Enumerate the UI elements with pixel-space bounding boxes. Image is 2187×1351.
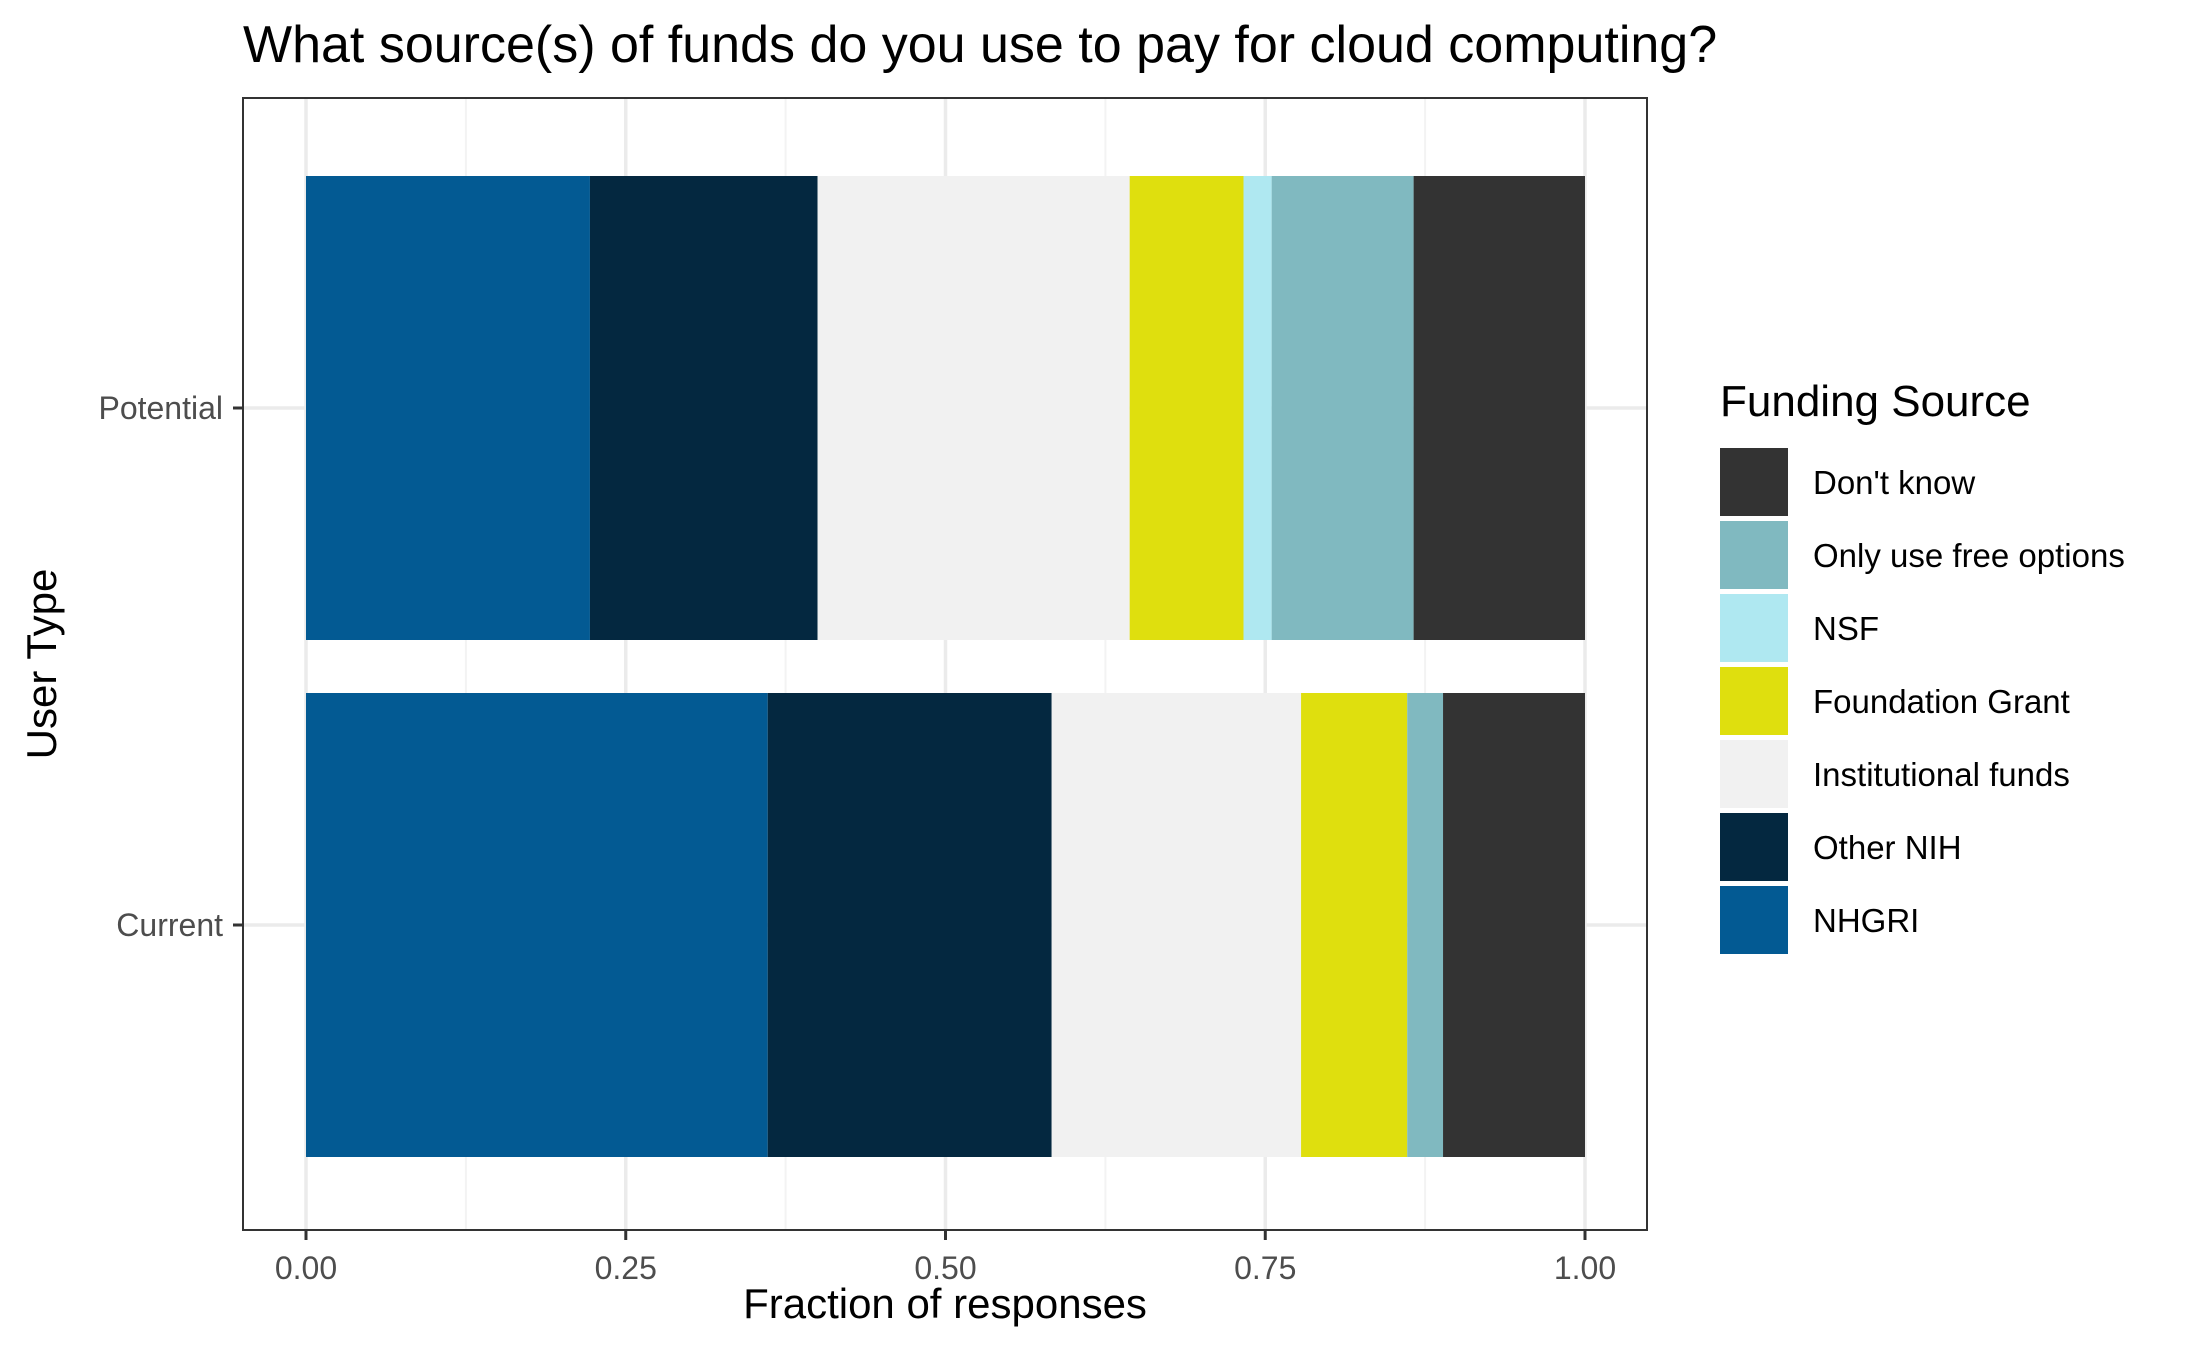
legend-label: Foundation Grant [1813, 683, 2070, 720]
bars-layer [306, 176, 1585, 1157]
legend-key-nsf [1720, 594, 1788, 662]
legend-key-nhgri [1720, 886, 1788, 954]
legend-label: Don't know [1813, 464, 1975, 501]
legend-key-other-nih [1720, 813, 1788, 881]
bar-segment-current-don-t-know [1443, 693, 1585, 1157]
y-tick-label: Potential [98, 390, 223, 426]
x-tick-label: 0.25 [595, 1250, 657, 1286]
bar-segment-current-nhgri [306, 693, 768, 1157]
legend-label: Only use free options [1813, 537, 2125, 574]
bar-segment-current-institutional-funds [1051, 693, 1302, 1157]
bar-segment-potential-nsf [1243, 176, 1272, 640]
bar-segment-potential-foundation-grant [1129, 176, 1244, 640]
legend-title: Funding Source [1720, 377, 2031, 426]
legend-key-only-use-free-options [1720, 521, 1788, 589]
bar-segment-current-other-nih [767, 693, 1052, 1157]
bar-segment-potential-only-use-free-options [1271, 176, 1414, 640]
x-axis-title: Fraction of responses [743, 1280, 1147, 1327]
y-axis-title: User Type [18, 569, 65, 760]
bar-segment-potential-institutional-funds [817, 176, 1130, 640]
legend-key-don-t-know [1720, 448, 1788, 516]
legend: Funding Source Don't know Only use free o… [1720, 377, 2125, 954]
legend-label: Institutional funds [1813, 756, 2070, 793]
x-tick-label: 1.00 [1554, 1250, 1616, 1286]
bar-segment-potential-don-t-know [1413, 176, 1585, 640]
legend-label: Other NIH [1813, 829, 1962, 866]
x-tick-label: 0.50 [914, 1250, 976, 1286]
bar-segment-potential-nhgri [306, 176, 590, 640]
legend-key-foundation-grant [1720, 667, 1788, 735]
legend-label: NHGRI [1813, 902, 1919, 939]
bar-segment-potential-other-nih [589, 176, 818, 640]
bar-segment-current-foundation-grant [1301, 693, 1408, 1157]
x-tick-label: 0.75 [1234, 1250, 1296, 1286]
y-tick-label: Current [116, 907, 223, 943]
x-tick-label: 0.00 [275, 1250, 337, 1286]
axes-layer: 0.00 0.25 0.50 0.75 1.00 Current Potential [98, 390, 1616, 1286]
chart-title: What source(s) of funds do you use to pa… [243, 16, 1717, 74]
legend-label: NSF [1813, 610, 1879, 647]
legend-key-institutional-funds [1720, 740, 1788, 808]
bar-segment-current-only-use-free-options [1407, 693, 1444, 1157]
